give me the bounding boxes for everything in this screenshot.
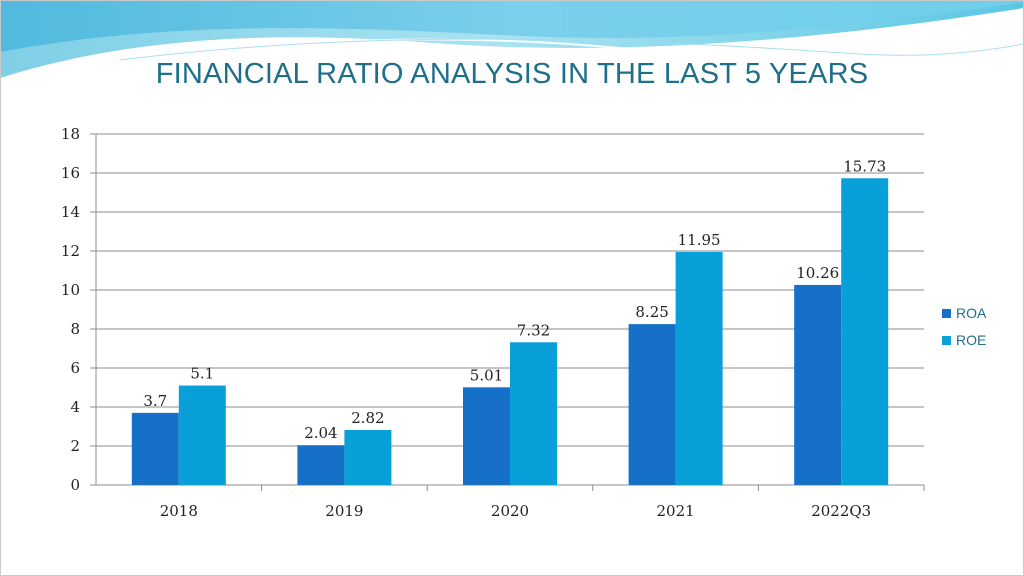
y-tick-label: 10 bbox=[61, 281, 80, 299]
y-tick-label: 14 bbox=[61, 203, 80, 221]
y-tick-label: 8 bbox=[70, 320, 80, 338]
x-tick-label: 2020 bbox=[491, 502, 529, 520]
y-tick-label: 16 bbox=[61, 164, 80, 182]
y-tick-label: 4 bbox=[70, 398, 80, 416]
bar-roe-2021 bbox=[675, 251, 723, 485]
x-tick-label: 2019 bbox=[325, 502, 363, 520]
y-tick-label: 2 bbox=[70, 437, 80, 455]
legend-label-roa: ROA bbox=[956, 305, 987, 321]
bar-roa-2020 bbox=[463, 387, 510, 485]
bar-roe-2020 bbox=[510, 342, 557, 485]
legend: ROA ROE bbox=[942, 305, 987, 348]
y-tick-label: 18 bbox=[61, 125, 80, 143]
bar-roa-2018 bbox=[131, 412, 179, 485]
data-label: 5.01 bbox=[470, 366, 503, 384]
gridlines bbox=[90, 133, 925, 491]
legend-swatch-roe bbox=[942, 336, 951, 345]
y-tick-label: 6 bbox=[70, 359, 80, 377]
header-banner bbox=[0, 0, 1024, 93]
x-tick-label: 2018 bbox=[160, 502, 198, 520]
data-label: 11.95 bbox=[678, 231, 721, 249]
data-label: 2.82 bbox=[351, 409, 384, 427]
legend-label-roe: ROE bbox=[956, 332, 986, 348]
x-tick-label: 2021 bbox=[657, 502, 695, 520]
data-label: 2.04 bbox=[304, 424, 337, 442]
bar-roe-2018 bbox=[178, 385, 226, 485]
y-tick-label: 0 bbox=[70, 476, 80, 494]
bar-roa-2022q3 bbox=[794, 284, 842, 485]
bar-roe-2019 bbox=[344, 430, 392, 485]
data-label: 3.7 bbox=[143, 392, 167, 410]
bar-roe-2022q3 bbox=[841, 178, 889, 485]
x-axis-ticks: 2018 2019 2020 2021 2022Q3 bbox=[160, 502, 872, 520]
bars bbox=[131, 178, 889, 485]
data-label: 15.73 bbox=[843, 157, 886, 175]
y-tick-label: 12 bbox=[61, 242, 80, 260]
data-label: 7.32 bbox=[517, 321, 550, 339]
legend-swatch-roa bbox=[942, 309, 951, 318]
y-axis-ticks: 0 2 4 6 8 10 12 14 16 18 bbox=[61, 125, 80, 494]
data-label: 8.25 bbox=[635, 303, 668, 321]
bar-roa-2021 bbox=[628, 324, 676, 485]
slide-title: FINANCIAL RATIO ANALYSIS IN THE LAST 5 Y… bbox=[155, 58, 869, 90]
bar-roa-2019 bbox=[297, 445, 345, 485]
data-labels: 3.7 5.1 2.04 2.82 5.01 7.32 8.25 11.95 10.26 15.7… bbox=[143, 157, 886, 442]
data-label: 10.26 bbox=[796, 264, 839, 282]
data-label: 5.1 bbox=[190, 365, 214, 383]
x-tick-label: 2022Q3 bbox=[811, 502, 871, 520]
